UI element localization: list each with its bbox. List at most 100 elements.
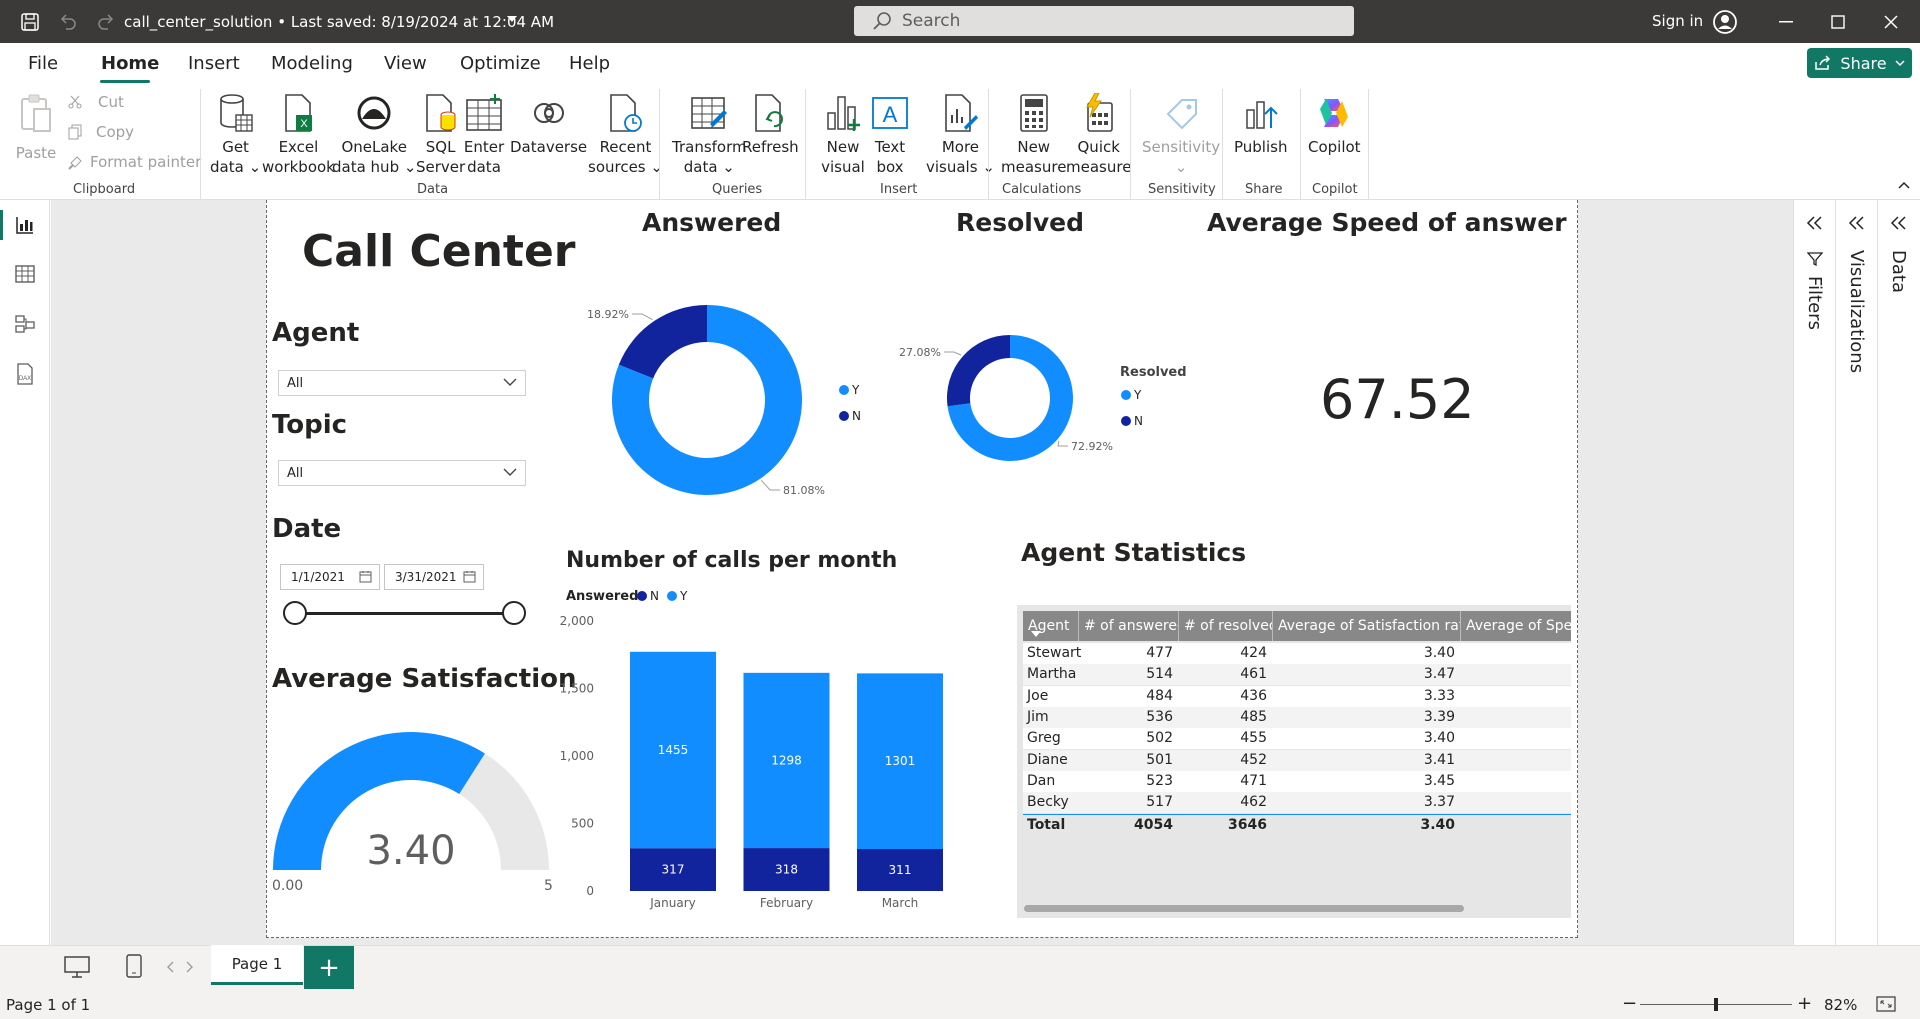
tab-help[interactable]: Help: [569, 53, 611, 74]
report-view-icon[interactable]: [13, 213, 37, 237]
date-range-start-handle[interactable]: [283, 601, 307, 625]
new-visual-button[interactable]: New visual: [821, 91, 865, 177]
scroll-left-icon[interactable]: [166, 961, 174, 973]
mobile-layout-icon[interactable]: [126, 954, 142, 978]
page-tab-1[interactable]: Page 1: [211, 945, 303, 985]
data-pane-label[interactable]: Data: [1888, 250, 1909, 293]
legend-item-y[interactable]: Y: [1133, 388, 1142, 402]
account-icon[interactable]: [1712, 9, 1738, 35]
column-header-satisfaction[interactable]: Average of Satisfaction rating: [1273, 611, 1461, 641]
column-header-answered[interactable]: # of answered: [1079, 611, 1179, 641]
bar-segment-n[interactable]: [743, 848, 830, 891]
recent-sources-button[interactable]: Recent sources ⌄: [588, 91, 663, 177]
legend-item-y[interactable]: Y: [679, 589, 688, 603]
cut-button[interactable]: Cut: [68, 93, 124, 111]
table-row[interactable]: Stewart 477 424 3.40: [1023, 643, 1571, 664]
fit-to-page-icon[interactable]: [1876, 996, 1896, 1012]
format-painter-button[interactable]: Format painter: [68, 153, 201, 171]
column-header-resolved[interactable]: # of resolved: [1179, 611, 1273, 641]
date-range-end-handle[interactable]: [502, 601, 526, 625]
agent-statistics-table[interactable]: Agent # of answered # of resolved Averag…: [1017, 605, 1571, 918]
zoom-out-button[interactable]: −: [1622, 993, 1638, 1014]
bar-segment-n[interactable]: [630, 848, 716, 891]
table-row[interactable]: Diane 501 452 3.41: [1023, 749, 1571, 771]
legend-item-n[interactable]: N: [650, 589, 659, 603]
refresh-button[interactable]: Refresh: [742, 91, 799, 157]
tab-view[interactable]: View: [384, 53, 427, 74]
column-header-speed[interactable]: Average of Speed o: [1461, 611, 1571, 641]
answered-slice-y[interactable]: [612, 305, 802, 495]
onelake-data-hub-button[interactable]: OneLake data hub ⌄: [332, 91, 416, 177]
publish-button[interactable]: Publish: [1234, 91, 1287, 157]
tab-insert[interactable]: Insert: [188, 53, 240, 74]
resolved-slice-n[interactable]: [947, 335, 1010, 407]
topic-slicer-dropdown[interactable]: All: [278, 460, 526, 486]
table-row[interactable]: Jim 536 485 3.39: [1023, 706, 1571, 728]
tab-file[interactable]: File: [28, 53, 59, 74]
text-box-button[interactable]: A Text box: [868, 91, 912, 177]
legend-item-y[interactable]: Y: [851, 383, 860, 397]
paste-button[interactable]: Paste: [14, 91, 58, 163]
maximize-icon[interactable]: [1823, 8, 1853, 36]
excel-workbook-button[interactable]: X Excel workbook: [262, 91, 335, 177]
quick-measure-button[interactable]: Quick measure: [1066, 91, 1131, 177]
bar-segment-n[interactable]: [857, 849, 943, 891]
title-dropdown-icon[interactable]: [506, 14, 518, 24]
table-row[interactable]: Martha 514 461 3.47: [1023, 664, 1571, 686]
close-icon[interactable]: [1876, 8, 1906, 36]
calls-per-month-chart[interactable]: Answered N Y 0 500 1,000 1,500 2,000 317 1455 Janu…: [556, 584, 976, 914]
resolved-slice-y[interactable]: [947, 335, 1073, 461]
bar-segment-y[interactable]: [743, 672, 830, 849]
collapse-ribbon-icon[interactable]: [1898, 181, 1910, 189]
minimize-icon[interactable]: [1771, 8, 1801, 36]
model-view-icon[interactable]: [13, 312, 37, 336]
expand-data-icon[interactable]: [1890, 216, 1908, 230]
sql-server-button[interactable]: SQL Server: [416, 91, 465, 177]
desktop-layout-icon[interactable]: [64, 956, 90, 978]
table-row[interactable]: Becky 517 462 3.37: [1023, 792, 1571, 814]
table-horizontal-scrollbar[interactable]: [1024, 905, 1464, 912]
date-from-input[interactable]: 1/1/2021: [280, 564, 380, 590]
undo-icon[interactable]: [56, 10, 80, 34]
tab-home[interactable]: Home: [101, 53, 160, 74]
table-row[interactable]: Joe 484 436 3.33: [1023, 685, 1571, 707]
zoom-slider-thumb[interactable]: [1714, 998, 1718, 1011]
search-input[interactable]: Search: [854, 6, 1354, 36]
answered-slice-n[interactable]: [618, 305, 707, 379]
redo-icon[interactable]: [94, 10, 118, 34]
tab-modeling[interactable]: Modeling: [271, 53, 353, 74]
expand-visualizations-icon[interactable]: [1848, 216, 1866, 230]
save-icon[interactable]: [18, 10, 42, 34]
sensitivity-button[interactable]: Sensitivity ⌄: [1142, 91, 1220, 177]
tab-optimize[interactable]: Optimize: [460, 53, 541, 74]
table-total-row[interactable]: Total 4054 3646 3.40: [1023, 814, 1571, 835]
copy-button[interactable]: Copy: [68, 123, 134, 141]
legend-item-n[interactable]: N: [852, 409, 861, 423]
table-row[interactable]: Greg 502 455 3.40: [1023, 728, 1571, 750]
new-measure-button[interactable]: New measure: [1001, 91, 1066, 177]
share-button[interactable]: Share: [1807, 48, 1912, 78]
dax-query-view-icon[interactable]: DAX: [13, 362, 37, 386]
table-view-icon[interactable]: [13, 262, 37, 286]
scroll-right-icon[interactable]: [186, 961, 194, 973]
answered-donut-chart[interactable]: 81.08% 18.92% YN: [580, 290, 880, 510]
transform-data-button[interactable]: Transform data ⌄: [672, 91, 747, 177]
enter-data-button[interactable]: Enter data: [462, 91, 506, 177]
filters-pane-label[interactable]: Filters: [1804, 276, 1825, 330]
satisfaction-gauge[interactable]: 3.40 0.00 5: [268, 720, 554, 900]
more-visuals-button[interactable]: More visuals ⌄: [926, 91, 995, 177]
bar-segment-y[interactable]: [630, 651, 716, 849]
agent-slicer-dropdown[interactable]: All: [278, 370, 526, 396]
column-header-agent[interactable]: Agent: [1023, 611, 1079, 641]
visualizations-pane-label[interactable]: Visualizations: [1846, 250, 1867, 374]
table-row[interactable]: Dan 523 471 3.45: [1023, 770, 1571, 792]
sign-in-link[interactable]: Sign in: [1652, 12, 1704, 30]
resolved-donut-chart[interactable]: 72.92% 27.08% Resolved YN: [890, 320, 1200, 470]
expand-filters-icon[interactable]: [1806, 216, 1824, 230]
get-data-button[interactable]: Get data ⌄: [210, 91, 261, 177]
dataverse-button[interactable]: Dataverse: [510, 91, 587, 157]
gauge-value-arc[interactable]: [273, 732, 485, 870]
bar-segment-y[interactable]: [857, 673, 943, 850]
copilot-button[interactable]: Copilot: [1308, 91, 1361, 157]
date-to-input[interactable]: 3/31/2021: [384, 564, 484, 590]
